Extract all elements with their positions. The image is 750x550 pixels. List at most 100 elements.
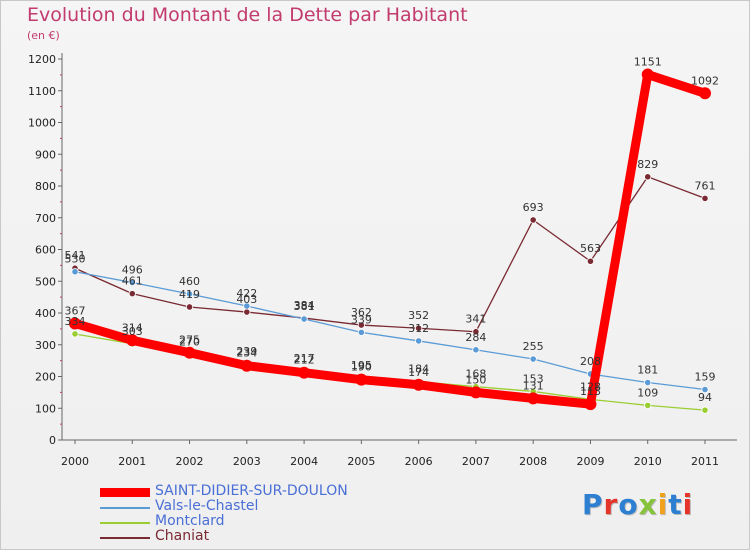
- logo-letter: x: [638, 488, 658, 521]
- data-label: 341: [465, 313, 486, 326]
- data-point: [183, 346, 196, 359]
- data-point: [644, 173, 652, 181]
- data-label: 275: [179, 334, 200, 347]
- chart-title: Evolution du Montant de la Dette par Hab…: [27, 4, 468, 26]
- x-tick-label: 2007: [462, 455, 490, 468]
- data-point: [243, 308, 251, 316]
- x-tick-label: 2008: [519, 455, 547, 468]
- data-label: 563: [580, 242, 601, 255]
- data-point: [584, 398, 597, 411]
- data-point: [415, 337, 423, 345]
- data-point: [298, 366, 311, 379]
- y-tick-label: 300: [35, 339, 56, 352]
- data-label: 109: [637, 386, 658, 399]
- logo-letter: o: [618, 488, 639, 521]
- y-tick-label: 0: [49, 434, 56, 447]
- x-tick-label: 2010: [634, 455, 662, 468]
- y-tick-label: 400: [35, 307, 56, 320]
- data-point: [701, 194, 709, 202]
- data-label: 234: [236, 347, 257, 360]
- data-label-layer: 541 461 419 403 384 362 352 341 693 563 829 761 530 4…: [65, 56, 720, 405]
- data-label: 168: [465, 368, 486, 381]
- data-point: [128, 278, 136, 287]
- data-point: [415, 324, 423, 332]
- data-point: [529, 355, 537, 363]
- data-label: 461: [122, 275, 143, 288]
- data-label: 496: [122, 264, 143, 277]
- y-tick-label: 1100: [28, 85, 56, 98]
- logo-letter: r: [603, 488, 619, 521]
- data-label: 1151: [634, 56, 662, 69]
- data-label: 761: [695, 179, 716, 192]
- data-point: [529, 216, 537, 224]
- data-point: [71, 330, 79, 338]
- data-point: [71, 268, 79, 276]
- data-point: [128, 290, 136, 298]
- y-tick-label: 500: [35, 275, 56, 288]
- legend-swatch: [100, 507, 150, 509]
- data-label: 181: [637, 364, 658, 377]
- data-point: [412, 378, 425, 391]
- data-label: 362: [351, 306, 372, 319]
- data-label: 159: [695, 371, 716, 384]
- data-label: 284: [465, 331, 486, 344]
- x-tick-label: 2004: [290, 455, 318, 468]
- x-tick-label: 2006: [405, 455, 433, 468]
- legend-swatch: [100, 537, 150, 539]
- data-label: 334: [65, 315, 86, 328]
- data-label: 312: [408, 322, 429, 335]
- data-point: [469, 386, 482, 399]
- legend-swatch: [100, 522, 150, 524]
- data-label: 270: [179, 335, 200, 348]
- data-label: 829: [637, 158, 658, 171]
- data-point: [644, 378, 652, 387]
- data-label: 153: [523, 372, 544, 385]
- data-label: 339: [351, 313, 372, 326]
- logo-letter: P: [582, 488, 604, 521]
- data-point: [185, 303, 194, 311]
- x-tick-label: 2011: [691, 455, 719, 468]
- data-point: [644, 401, 652, 409]
- x-tick-label: 2005: [347, 455, 375, 468]
- data-point: [69, 317, 81, 330]
- y-tick-label: 200: [35, 371, 56, 384]
- data-point: [586, 257, 595, 265]
- data-point: [701, 385, 709, 394]
- series-layer: [69, 68, 711, 414]
- data-point: [699, 87, 711, 100]
- data-label: 208: [580, 355, 601, 368]
- data-point: [472, 328, 480, 336]
- y-tick-label: 800: [35, 180, 56, 193]
- x-tick-label: 2001: [118, 455, 146, 468]
- data-label: 403: [236, 293, 257, 306]
- proxiti-logo: Proxiti: [582, 488, 693, 521]
- data-point: [357, 321, 365, 329]
- legend-label: Vals-le-Chastel: [155, 498, 259, 514]
- x-tick-label: 2003: [233, 455, 261, 468]
- data-label: 384: [294, 299, 315, 312]
- data-label: 94: [698, 391, 712, 404]
- legend-label: SAINT-DIDIER-SUR-DOULON: [155, 483, 348, 499]
- data-label: 367: [65, 304, 86, 317]
- y-tick-label: 1200: [28, 53, 56, 66]
- x-tick-label: 2002: [176, 455, 204, 468]
- data-point: [357, 328, 365, 336]
- x-tick-label: 2000: [61, 455, 89, 468]
- data-label: 184: [408, 363, 429, 376]
- data-label: 131: [523, 379, 544, 392]
- data-label: 419: [179, 288, 200, 301]
- data-point: [527, 392, 540, 405]
- data-point: [243, 302, 251, 310]
- y-tick-label: 100: [35, 402, 56, 415]
- series-line-1: [70, 70, 710, 409]
- chart-unit: (en €): [27, 29, 60, 42]
- data-label: 113: [580, 385, 601, 398]
- data-label: 150: [465, 373, 486, 386]
- data-label: 693: [523, 201, 544, 214]
- data-label: 217: [294, 352, 315, 365]
- logo-letter: t: [668, 488, 683, 521]
- logo-letter: i: [657, 488, 669, 521]
- data-point: [355, 373, 368, 386]
